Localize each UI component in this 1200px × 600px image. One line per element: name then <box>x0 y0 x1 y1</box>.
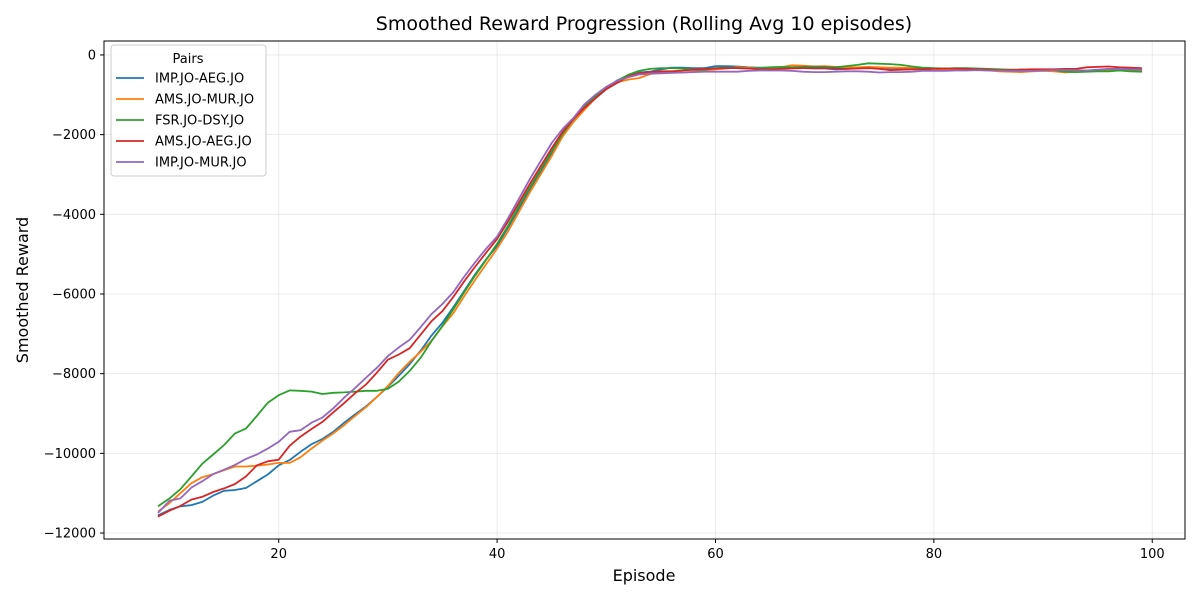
x-tick-label: 40 <box>489 547 506 562</box>
y-axis-title: Smoothed Reward <box>13 217 32 363</box>
x-axis-title: Episode <box>613 566 676 585</box>
axis-ticks: 20 40 60 80 100 0 −2000 −4000 −6000 −8000 −10000 −1… <box>44 48 1165 562</box>
plot-area-frame <box>103 40 1186 540</box>
chart-title: Smoothed Reward Progression (Rolling Avg… <box>376 13 912 35</box>
series-line-imp-jo-mur-jo <box>157 68 1143 514</box>
y-tick-label: −6000 <box>52 287 96 302</box>
legend-label: IMP.JO-AEG.JO <box>155 72 244 87</box>
y-tick-label: −4000 <box>52 208 96 223</box>
y-tick-label: −8000 <box>52 367 96 382</box>
x-tick-label: 80 <box>926 547 943 562</box>
legend-label: AMS.JO-AEG.JO <box>155 135 252 150</box>
series-line-fsr-jo-dsy-jo <box>157 62 1143 507</box>
y-tick-label: 0 <box>88 48 96 63</box>
x-tick-label: 60 <box>707 547 724 562</box>
legend-items: IMP.JO-AEG.JO AMS.JO-MUR.JO FSR.JO-DSY.JO A… <box>116 72 254 171</box>
y-tick-label: −10000 <box>44 447 96 462</box>
legend-label: AMS.JO-MUR.JO <box>155 93 254 108</box>
legend: Pairs IMP.JO-AEG.JO AMS.JO-MUR.JO FSR.JO-D… <box>110 44 267 177</box>
series-line-ams-jo-mur-jo <box>157 64 1143 512</box>
y-tick-label: −2000 <box>52 128 96 143</box>
legend-label: FSR.JO-DSY.JO <box>155 114 244 129</box>
series-line-imp-jo-aeg-jo <box>157 65 1143 516</box>
x-tick-label: 20 <box>270 547 287 562</box>
x-tick-label: 100 <box>1140 547 1165 562</box>
legend-title: Pairs <box>173 52 204 67</box>
series-lines <box>157 62 1143 518</box>
y-tick-label: −12000 <box>44 527 96 542</box>
legend-label: IMP.JO-MUR.JO <box>155 156 247 171</box>
legend-box <box>110 44 267 177</box>
